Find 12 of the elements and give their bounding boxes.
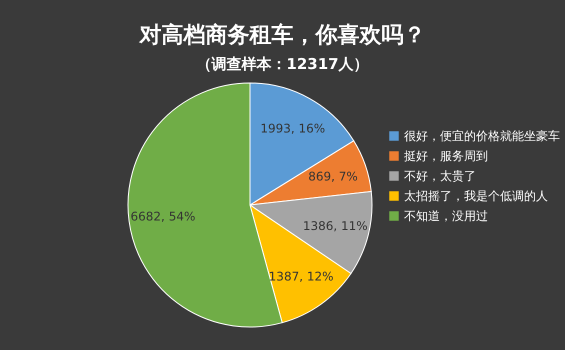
data-label: 1386, 11% bbox=[302, 219, 368, 234]
legend-label: 不好，太贵了 bbox=[404, 169, 476, 183]
data-label: 1387, 12% bbox=[268, 269, 334, 284]
legend-label: 不知道，没用过 bbox=[404, 209, 488, 223]
chart-subtitle: （调查样本：12317人） bbox=[196, 55, 369, 73]
legend-label: 太招摇了，我是个低调的人 bbox=[404, 189, 548, 203]
legend-label: 挺好，服务周到 bbox=[404, 149, 488, 163]
data-label: 1993, 16% bbox=[260, 121, 326, 136]
chart-title: 对高档商务租车，你喜欢吗？ bbox=[138, 22, 426, 48]
legend-label: 很好，便宜的价格就能坐豪车 bbox=[404, 129, 560, 143]
data-label: 869, 7% bbox=[308, 169, 358, 184]
data-label: 6682, 54% bbox=[130, 210, 196, 224]
